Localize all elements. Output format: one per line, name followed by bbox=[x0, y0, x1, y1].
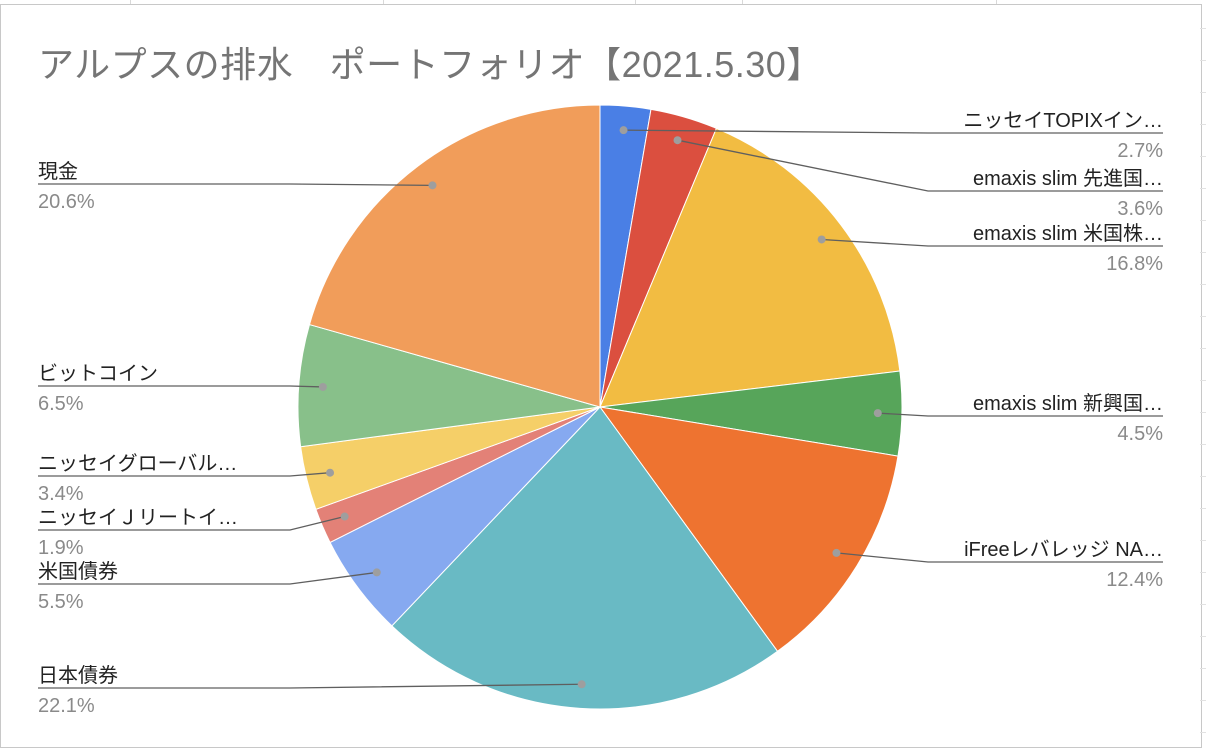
leader-line bbox=[836, 552, 1163, 563]
leader-line bbox=[38, 515, 345, 531]
slice-percent: 3.4% bbox=[38, 483, 84, 505]
row-gridlines bbox=[1200, 8, 1206, 748]
slice-percent: 16.8% bbox=[1106, 253, 1163, 275]
leader-dot bbox=[318, 382, 327, 391]
pie-slices bbox=[297, 104, 903, 710]
slice-label: emaxis slim 新興国… bbox=[973, 392, 1163, 415]
slice-label: emaxis slim 先進国… bbox=[973, 167, 1163, 190]
leader-dot bbox=[577, 680, 586, 689]
leader-dot bbox=[326, 468, 335, 477]
leader-line bbox=[677, 139, 1163, 192]
slice-percent: 1.9% bbox=[38, 537, 84, 559]
slice-percent: 3.6% bbox=[1117, 198, 1163, 220]
slice-label: emaxis slim 米国株… bbox=[973, 222, 1163, 245]
leader-line bbox=[38, 472, 331, 477]
chart-title: アルプスの排水 ポートフォリオ【2021.5.30】 bbox=[38, 44, 823, 85]
leader-dot bbox=[372, 568, 381, 577]
slice-label: 米国債券 bbox=[38, 560, 118, 583]
leader-line bbox=[38, 385, 323, 388]
pie-slice[interactable] bbox=[391, 406, 779, 710]
leader-lines bbox=[38, 126, 1163, 689]
leader-line bbox=[38, 683, 582, 689]
slice-percent: 5.5% bbox=[38, 591, 84, 613]
slice-label: 日本債券 bbox=[38, 664, 118, 687]
slice-percent: 12.4% bbox=[1106, 569, 1163, 591]
leader-line bbox=[877, 412, 1163, 417]
slice-percent: 20.6% bbox=[38, 191, 95, 213]
leader-dot bbox=[340, 512, 349, 521]
pie-slice[interactable] bbox=[297, 323, 601, 448]
slice-percent: 22.1% bbox=[38, 695, 95, 717]
leader-dot bbox=[873, 409, 882, 418]
slice-label: 現金 bbox=[38, 160, 78, 183]
pie-slice[interactable] bbox=[598, 406, 899, 653]
leader-dot bbox=[428, 181, 437, 190]
leader-dot bbox=[619, 126, 628, 135]
slice-label: ニッセイTOPIXイン… bbox=[963, 110, 1163, 132]
leader-dot bbox=[817, 235, 826, 244]
slice-percent: 6.5% bbox=[38, 393, 84, 415]
leader-line bbox=[623, 129, 1163, 134]
slice-percent: 2.7% bbox=[1117, 140, 1163, 162]
pie-slice[interactable] bbox=[599, 127, 901, 408]
leader-dot bbox=[673, 136, 682, 145]
leader-line bbox=[38, 571, 377, 585]
slice-label: ビットコイン bbox=[38, 362, 158, 385]
slice-percent: 4.5% bbox=[1117, 423, 1163, 445]
slice-label: ニッセイグローバル… bbox=[38, 452, 237, 475]
pie-slice[interactable] bbox=[308, 104, 601, 408]
leader-dot bbox=[832, 548, 841, 557]
leader-line bbox=[38, 183, 433, 186]
leader-line bbox=[821, 238, 1163, 247]
slice-labels: ニッセイTOPIXイン…2.7%emaxis slim 先進国…3.6%emax… bbox=[38, 110, 1163, 717]
slice-label: iFreeレバレッジ NA… bbox=[964, 539, 1163, 561]
slice-label: ニッセイＪリートイ… bbox=[38, 507, 238, 529]
